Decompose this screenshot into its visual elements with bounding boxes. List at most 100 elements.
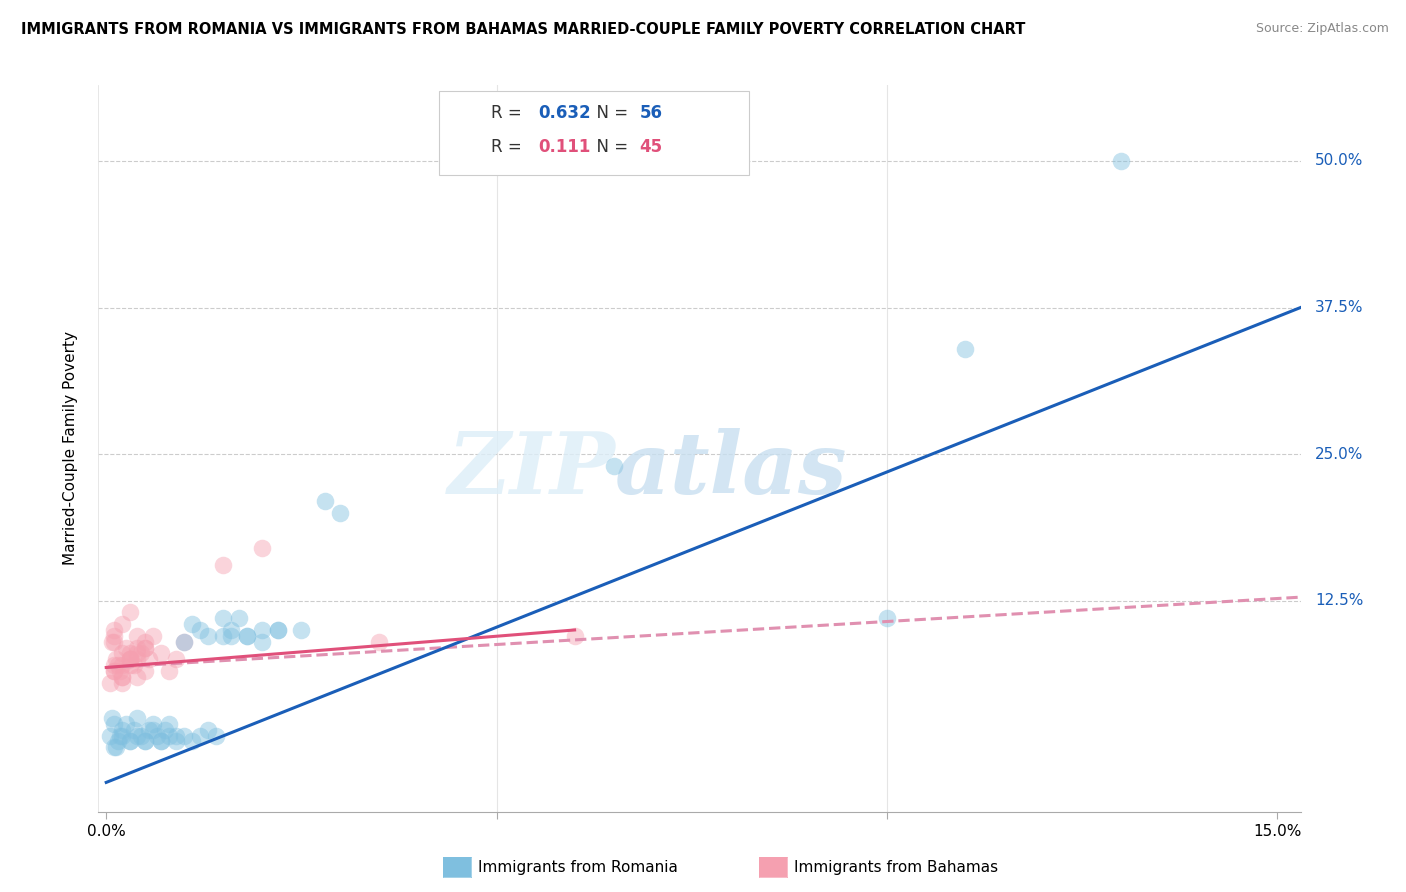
Text: N =: N = [586,138,634,156]
Point [188,623,211,637]
Point [166,734,188,748]
Point [252,541,274,555]
Point [111,658,134,673]
Text: Immigrants from Romania: Immigrants from Romania [478,860,678,874]
Point [267,623,290,637]
Point [103,716,125,731]
Point [118,734,141,748]
Point [107,658,129,673]
Point [127,729,149,743]
Point [252,634,274,648]
Point [252,623,274,637]
Text: 50.0%: 50.0% [1315,153,1364,169]
Point [134,640,156,655]
Point [235,629,257,643]
Point [127,629,149,643]
Point [131,729,153,743]
Point [157,664,180,678]
Point [188,729,211,743]
Text: 45: 45 [640,138,662,156]
Point [111,670,134,684]
Point [134,640,156,655]
Text: IMMIGRANTS FROM ROMANIA VS IMMIGRANTS FROM BAHAMAS MARRIED-COUPLE FAMILY POVERTY: IMMIGRANTS FROM ROMANIA VS IMMIGRANTS FR… [21,22,1025,37]
Point [134,634,156,648]
Point [149,647,172,661]
Point [228,611,250,625]
Point [118,647,141,661]
Point [166,652,188,666]
Point [118,606,141,620]
Point [98,675,121,690]
Text: ZIP: ZIP [447,428,616,512]
Text: R =: R = [491,104,527,122]
Point [329,506,352,520]
Point [118,652,141,666]
Point [219,623,242,637]
Point [110,729,132,743]
Point [103,664,125,678]
Point [602,458,624,473]
Text: N =: N = [586,104,634,122]
Point [114,716,136,731]
Point [153,723,176,737]
Text: Source: ZipAtlas.com: Source: ZipAtlas.com [1256,22,1389,36]
Point [101,634,124,648]
Point [138,723,160,737]
Point [118,652,141,666]
Point [235,629,257,643]
Point [122,658,145,673]
Point [173,634,195,648]
Point [134,734,156,748]
Point [111,723,134,737]
Point [157,716,180,731]
Point [127,711,149,725]
Point [127,670,149,684]
Point [173,634,195,648]
Text: 0.111: 0.111 [538,138,591,156]
Point [134,734,156,748]
Text: 0.632: 0.632 [538,104,591,122]
Point [111,670,134,684]
Point [103,664,125,678]
Text: 12.5%: 12.5% [1315,593,1364,608]
Point [219,629,242,643]
Point [181,617,204,632]
Point [138,652,160,666]
Point [103,623,125,637]
Point [127,652,149,666]
Point [876,611,898,625]
Point [134,664,156,678]
Point [166,729,188,743]
Text: 25.0%: 25.0% [1315,447,1364,461]
Point [103,658,125,673]
Point [118,658,141,673]
Point [314,494,336,508]
Text: R =: R = [491,138,531,156]
Point [103,634,125,648]
Point [118,652,141,666]
Point [111,675,134,690]
Point [204,729,226,743]
Point [127,640,149,655]
Point [122,723,145,737]
Point [197,629,219,643]
Point [181,734,204,748]
Point [146,729,169,743]
Y-axis label: Married-Couple Family Poverty: Married-Couple Family Poverty [63,331,77,566]
Point [127,647,149,661]
Point [104,740,127,755]
Point [118,734,141,748]
Point [131,647,153,661]
Point [267,623,290,637]
Point [1109,153,1132,168]
Point [103,740,125,755]
Point [212,629,235,643]
Point [149,734,172,748]
Text: Immigrants from Bahamas: Immigrants from Bahamas [794,860,998,874]
Point [111,647,134,661]
Point [101,711,124,725]
Point [114,640,136,655]
Text: 56: 56 [640,104,662,122]
Point [110,664,132,678]
Point [173,729,195,743]
